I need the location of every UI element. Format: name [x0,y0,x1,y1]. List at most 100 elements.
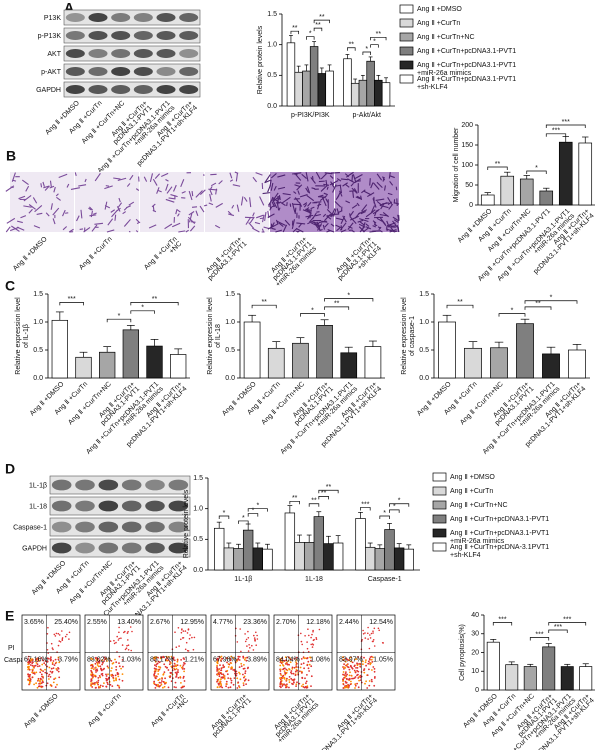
flow-event [344,675,347,678]
legend-swatch [399,74,414,84]
flow-event [220,678,222,681]
flow-event [34,664,37,667]
flow-event [355,658,358,660]
flow-event [286,663,289,666]
flow-event [254,640,256,642]
flow-event [236,660,238,662]
cell [305,187,310,194]
blot-band [133,13,153,22]
flow-event [123,631,125,634]
cell [278,207,281,211]
flow-event [172,665,175,667]
flow-event [175,664,177,666]
y-tick-label: 1.5 [419,291,429,298]
flow-event [342,659,345,662]
flow-event [293,678,295,681]
flow-event [46,672,49,675]
flow-event [36,663,39,666]
flow-event [348,659,351,661]
cell [11,172,16,182]
cell [50,203,53,210]
cell [392,220,398,228]
flow-event [180,631,183,634]
flow-event [235,670,238,673]
blot-band [65,85,85,94]
flow-event [298,682,301,685]
cell [294,197,300,203]
flow-event [29,664,32,666]
cell [361,204,368,212]
flow-event [348,684,350,687]
quadrant-value: 12.95% [180,619,204,626]
flow-event [279,670,282,672]
cell [262,192,271,195]
bar [309,46,319,107]
flow-event [291,666,294,669]
blot-row-label: Caspase-1 [13,524,47,531]
flow-event [103,656,106,659]
flow-event [302,662,305,665]
cell [249,216,255,224]
flow-event [244,657,247,659]
significance-bracket [446,304,474,309]
cell [296,184,303,191]
flow-event [373,668,376,670]
flow-event [66,633,68,636]
y-tick-label: 0.5 [225,347,235,354]
flow-event [183,680,186,682]
flow-event [365,659,367,661]
blot-band [145,521,165,533]
flow-event [223,666,226,668]
flow-event [129,626,132,628]
flow-event [40,685,43,688]
flow-event [90,664,93,667]
cell [311,187,316,190]
flow-event [105,673,107,676]
flow-event [106,660,108,662]
significance-bracket [247,508,268,512]
cell [113,177,121,180]
panel-letter: D [5,461,15,477]
cell [52,218,56,225]
flow-event [57,656,60,659]
significance-bracket [106,318,132,323]
bar [223,547,235,571]
flow-event [166,659,169,662]
flow-event [104,658,106,661]
flow-event [94,675,97,678]
flow-event [285,659,288,662]
flow-event [164,659,167,661]
legend-swatch [432,472,447,482]
x-tick-label: 1L-1β [234,576,252,583]
bar [490,347,508,379]
flow-event [282,674,285,677]
flow-event [46,649,49,651]
cell [277,174,286,178]
flow-event [27,679,30,682]
cell [282,224,288,233]
significance-label: * [347,292,350,299]
flow-event [167,669,170,671]
cell [252,212,255,217]
rotated-label: Ang Ⅱ +DMSO [457,207,494,244]
flow-event [99,665,102,668]
flow-event [28,668,31,671]
blot-band [121,479,142,491]
cell [387,226,396,228]
cell [303,203,307,208]
flow-event [38,685,41,688]
flow-event [183,670,186,673]
bar [560,666,574,691]
cell [122,211,127,215]
cell [384,185,386,191]
blot-band [156,49,176,58]
cell [301,173,307,180]
cell [309,216,315,223]
flow-event [115,641,117,644]
flow-event [239,628,241,630]
cell [243,197,248,202]
cell [310,206,315,210]
flow-event [365,680,367,683]
legend-label: Ang Ⅱ +CurTn+pcDNA3.1-PVT1 +miR-26a mimi… [417,62,518,77]
cell [178,230,186,233]
